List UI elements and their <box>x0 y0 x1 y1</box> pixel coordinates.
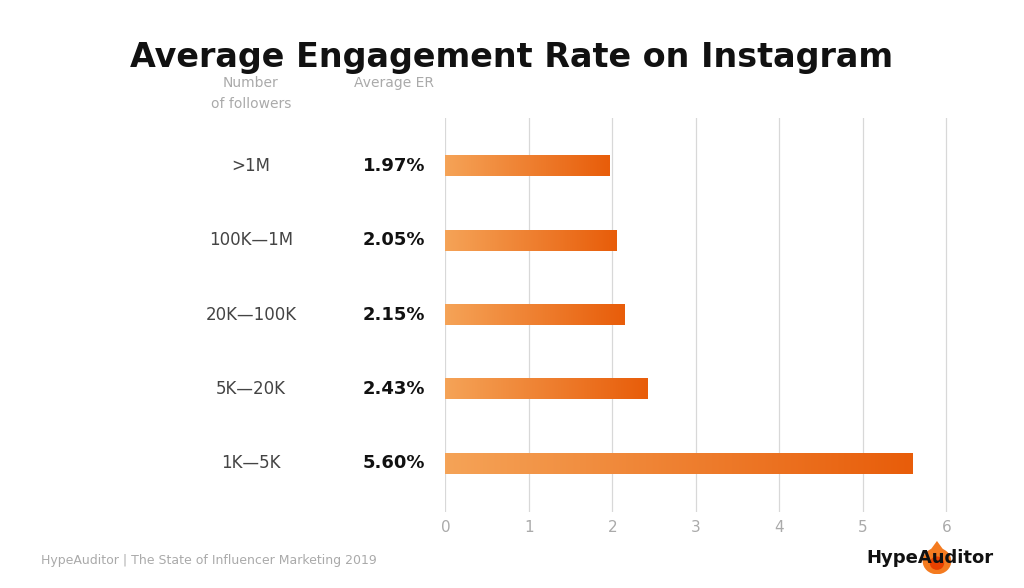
Text: 1.97%: 1.97% <box>362 157 426 175</box>
Text: 5K—20K: 5K—20K <box>216 380 286 398</box>
Text: HypeAuditor | The State of Influencer Marketing 2019: HypeAuditor | The State of Influencer Ma… <box>41 554 377 567</box>
Text: of followers: of followers <box>211 97 291 111</box>
Text: HypeAuditor: HypeAuditor <box>866 549 993 567</box>
Text: 2.43%: 2.43% <box>362 380 426 398</box>
Text: 2.15%: 2.15% <box>362 306 426 323</box>
Polygon shape <box>927 541 947 555</box>
Text: 1K—5K: 1K—5K <box>221 455 281 472</box>
Text: Number: Number <box>223 76 279 91</box>
Text: Average ER: Average ER <box>354 76 434 91</box>
Text: 20K—100K: 20K—100K <box>206 306 296 323</box>
Ellipse shape <box>930 556 944 570</box>
Text: 100K—1M: 100K—1M <box>209 231 293 249</box>
Text: 5.60%: 5.60% <box>362 455 426 472</box>
Ellipse shape <box>923 548 951 574</box>
Text: Average Engagement Rate on Instagram: Average Engagement Rate on Instagram <box>130 41 894 74</box>
Text: >1M: >1M <box>231 157 270 175</box>
Text: 2.05%: 2.05% <box>362 231 426 249</box>
